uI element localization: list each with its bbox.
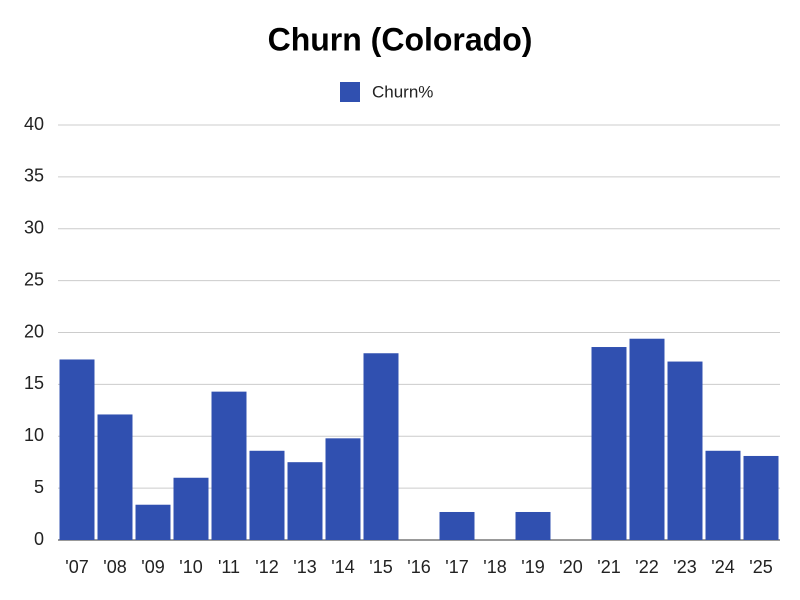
bar [135,504,171,540]
x-tick-label: '07 [65,557,88,577]
x-tick-label: '23 [673,557,696,577]
bar [97,414,133,540]
x-tick-label: '08 [103,557,126,577]
bar [591,347,627,540]
bar [439,511,475,540]
bar [705,450,741,540]
x-tick-label: '18 [483,557,506,577]
x-tick-label: '22 [635,557,658,577]
x-tick-label: '20 [559,557,582,577]
x-tick-label: '14 [331,557,354,577]
y-tick-label: 40 [24,114,44,134]
bar [211,391,247,540]
x-tick-label: '25 [749,557,772,577]
bar [515,511,551,540]
x-tick-label: '12 [255,557,278,577]
bar [287,462,323,540]
x-tick-label: '11 [218,557,240,577]
bar [667,361,703,540]
x-tick-label: '13 [293,557,316,577]
x-tick-label: '09 [141,557,164,577]
y-tick-label: 0 [34,529,44,549]
x-tick-label: '21 [597,557,620,577]
y-tick-label: 20 [24,321,44,341]
bar [173,477,209,540]
y-tick-label: 30 [24,218,44,238]
x-tick-label: '19 [521,557,544,577]
y-tick-label: 10 [24,425,44,445]
bar [325,438,361,540]
y-tick-label: 15 [24,373,44,393]
bar [249,450,285,540]
chart-title: Churn (Colorado) [268,21,533,57]
x-tick-label: '24 [711,557,734,577]
bar [59,359,95,540]
x-tick-label: '10 [179,557,202,577]
y-tick-label: 5 [34,477,44,497]
bar [363,353,399,540]
x-tick-label: '16 [407,557,430,577]
y-tick-label: 25 [24,269,44,289]
bar [743,455,779,540]
y-tick-label: 35 [24,166,44,186]
legend-swatch [340,82,360,102]
x-tick-label: '17 [445,557,468,577]
bar [629,338,665,540]
legend-label: Churn% [372,82,433,101]
x-tick-label: '15 [369,557,392,577]
